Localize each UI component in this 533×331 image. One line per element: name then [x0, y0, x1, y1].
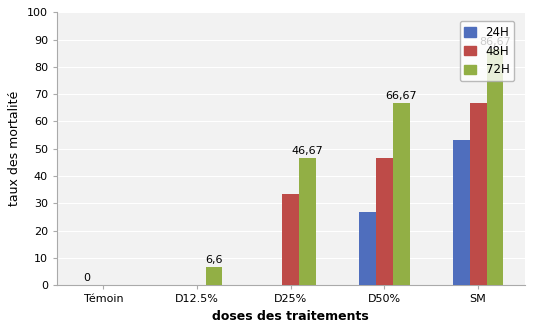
Bar: [393, 103, 410, 285]
Bar: [206, 267, 222, 285]
Bar: [282, 194, 299, 285]
Text: 66,67: 66,67: [385, 91, 417, 101]
Bar: [359, 213, 376, 285]
Text: 86,67: 86,67: [479, 36, 511, 47]
Bar: [453, 140, 470, 285]
Text: 6,6: 6,6: [205, 255, 223, 265]
Text: 0: 0: [83, 273, 90, 283]
Bar: [470, 103, 487, 285]
Text: 46,67: 46,67: [292, 146, 324, 156]
Bar: [487, 49, 503, 285]
Bar: [299, 158, 316, 285]
Bar: [376, 158, 393, 285]
X-axis label: doses des traitements: doses des traitements: [213, 310, 369, 323]
Y-axis label: taux des mortalité: taux des mortalité: [9, 91, 21, 206]
Legend: 24H, 48H, 72H: 24H, 48H, 72H: [459, 21, 514, 81]
